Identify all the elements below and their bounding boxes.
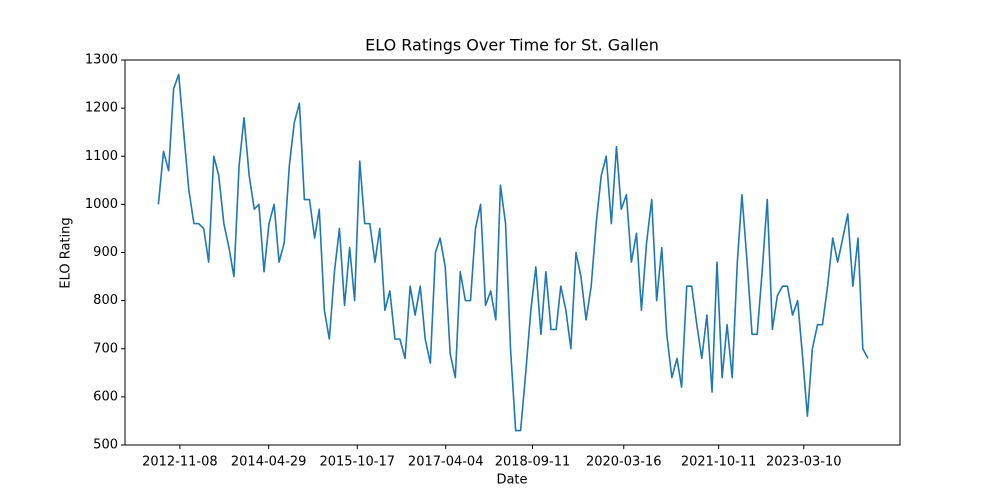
y-tick-label: 1100: [85, 149, 118, 164]
x-tick-label: 2015-10-17: [319, 455, 395, 470]
y-tick-label: 800: [93, 293, 118, 308]
y-tick-label: 500: [93, 438, 118, 453]
x-tick-label: 2012-11-08: [142, 455, 218, 470]
x-tick-label: 2017-04-04: [408, 455, 484, 470]
x-tick-label: 2020-03-16: [586, 455, 662, 470]
y-tick-label: 1200: [85, 101, 118, 116]
x-tick-label: 2023-03-10: [766, 455, 842, 470]
y-axis-label: ELO Rating: [59, 217, 74, 288]
x-tick-label: 2021-10-11: [681, 455, 757, 470]
y-tick-label: 600: [93, 389, 118, 404]
x-tick-label: 2014-04-29: [231, 455, 307, 470]
elo-line: [157, 73, 869, 432]
y-tick-label: 1000: [85, 197, 118, 212]
y-tick-label: 1300: [85, 53, 118, 68]
chart-title: ELO Ratings Over Time for St. Gallen: [365, 36, 659, 55]
y-tick-label: 900: [93, 245, 118, 260]
x-tick-label: 2018-09-11: [495, 455, 571, 470]
x-axis-label: Date: [496, 473, 527, 488]
y-tick-label: 700: [93, 341, 118, 356]
